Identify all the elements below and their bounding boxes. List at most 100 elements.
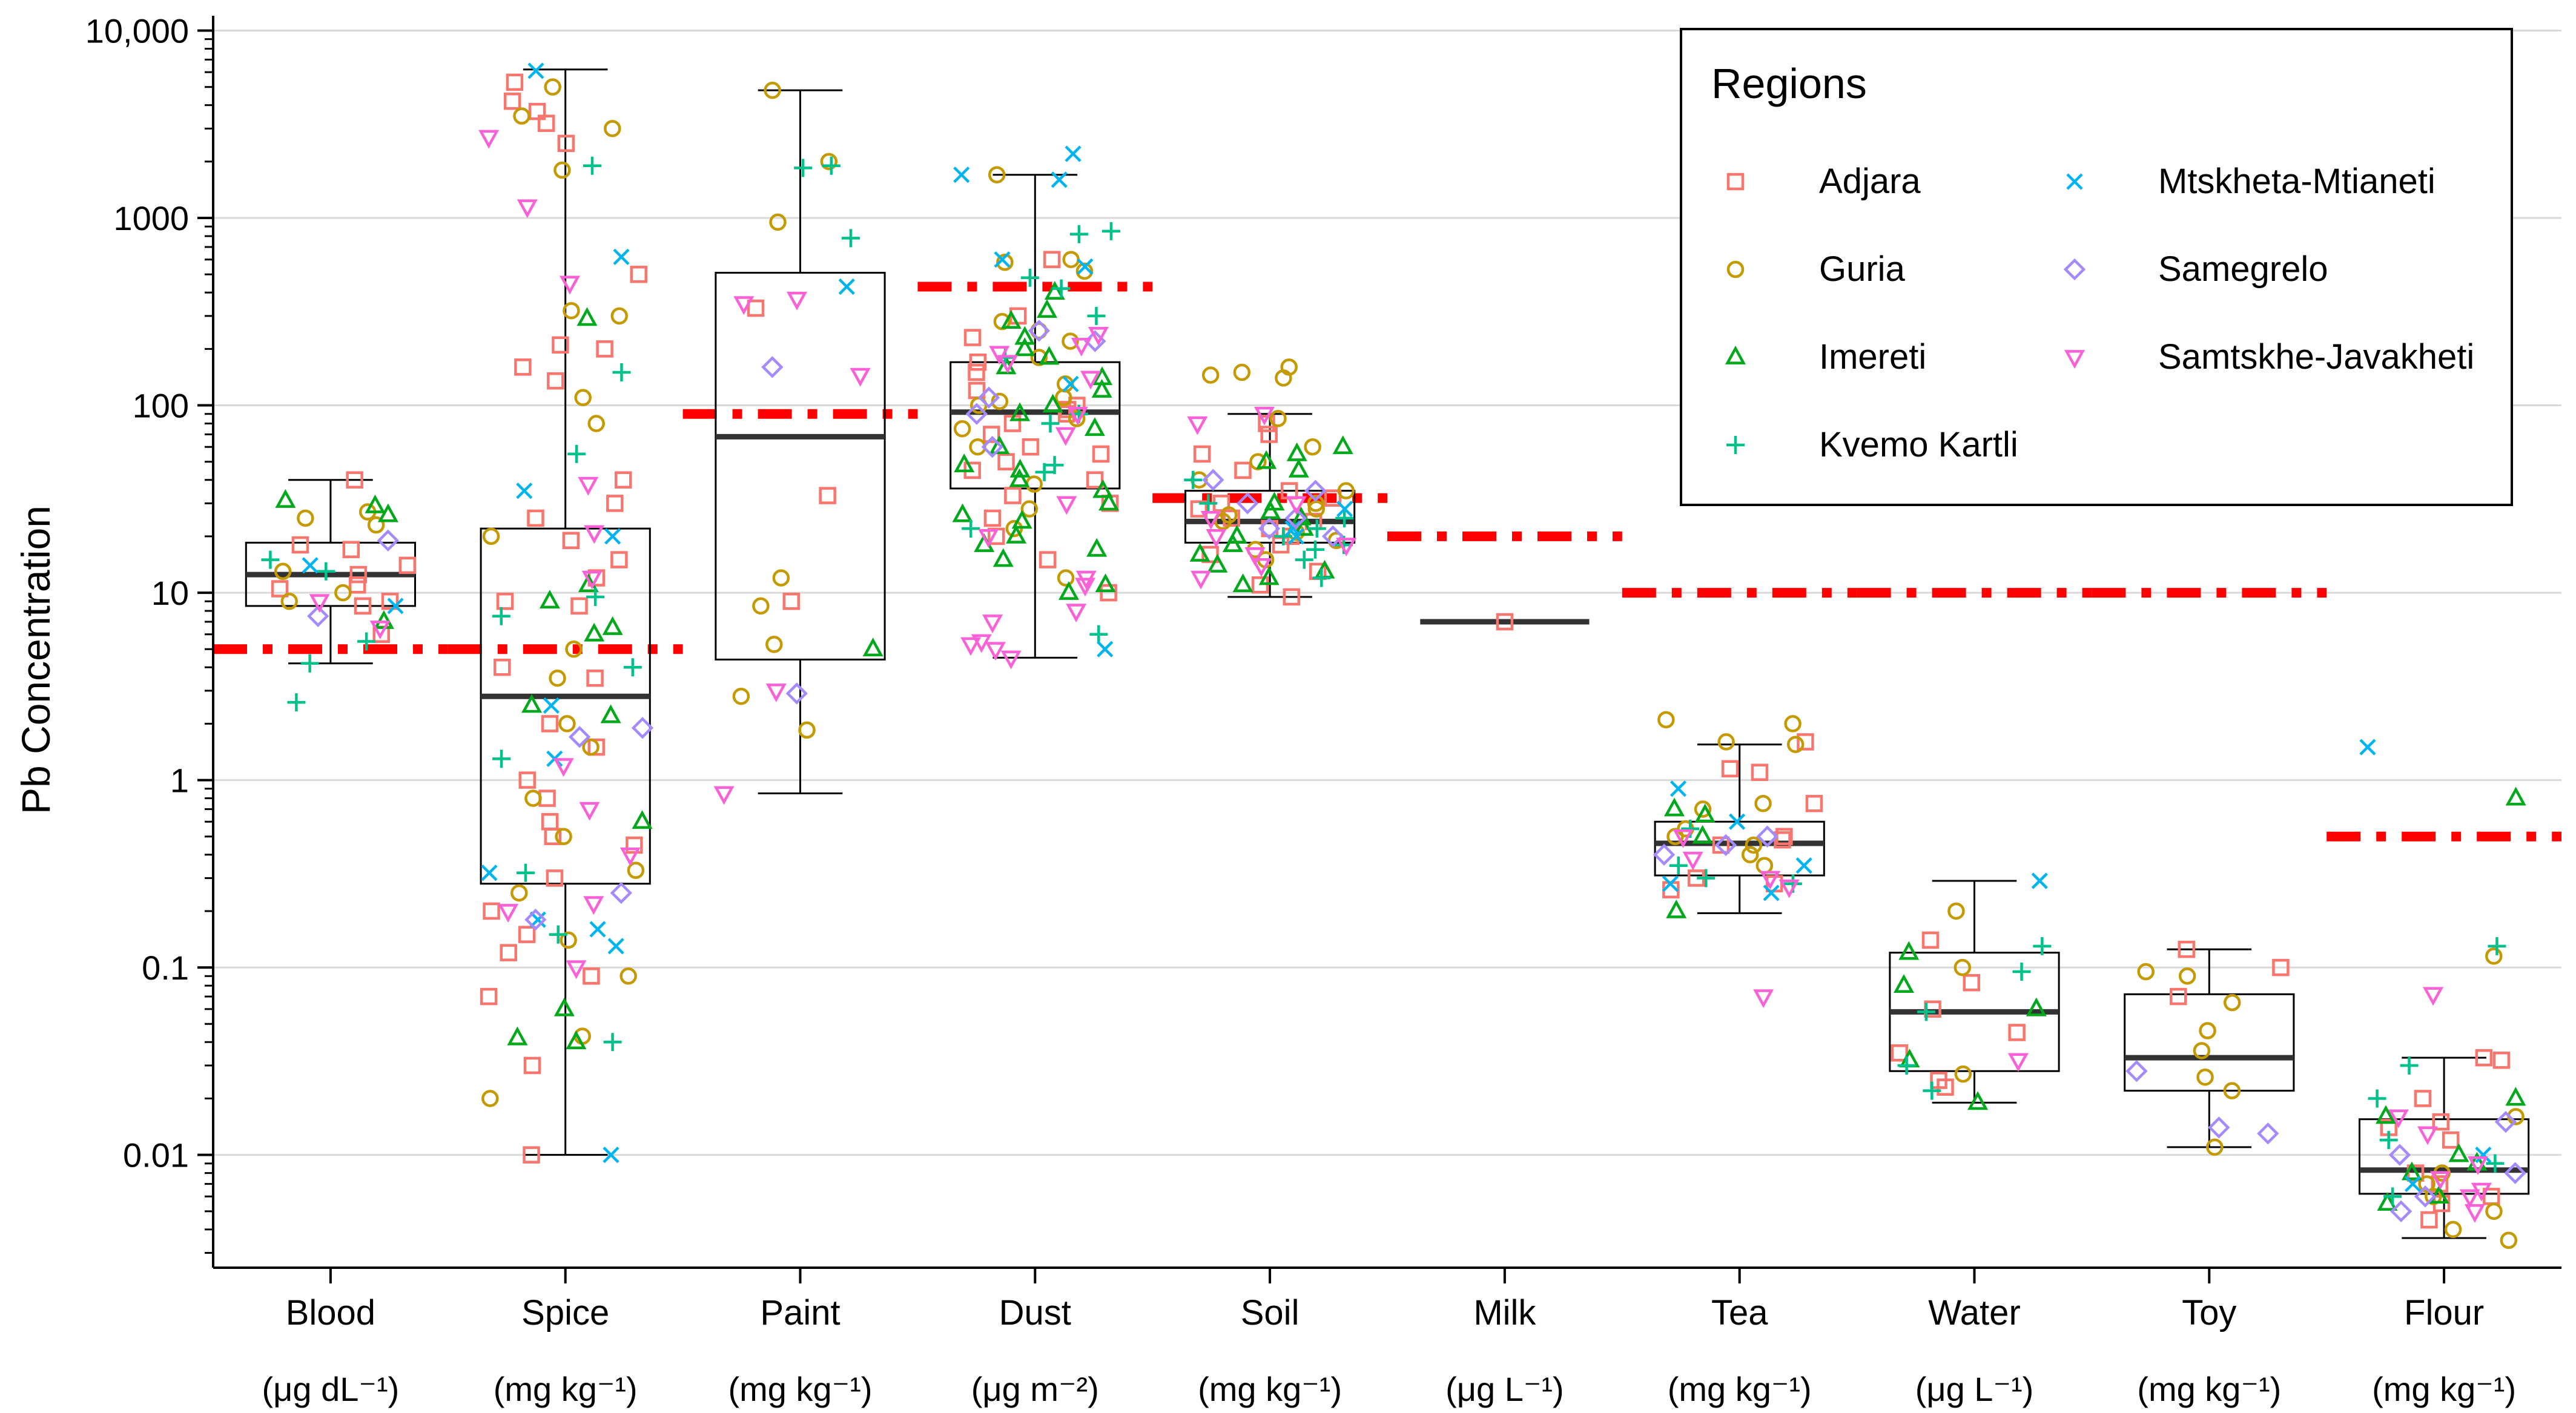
data-point-tea-guria <box>1784 715 1802 733</box>
data-point-flour-adjara <box>2420 1211 2438 1229</box>
data-point-soil-guria <box>1214 513 1232 530</box>
data-point-flour-guria <box>2425 1188 2442 1205</box>
data-point-soil-kvemo-kartli <box>1295 550 1313 569</box>
box-spice <box>480 527 651 885</box>
data-point-toy-samegrelo <box>2125 1060 2148 1082</box>
data-point-soil-samegrelo <box>1304 479 1327 502</box>
data-point-tea-guria <box>1666 828 1684 846</box>
legend-marker-imereti <box>1725 345 1746 364</box>
data-point-flour-kvemo-kartli <box>2383 1187 2402 1206</box>
data-point-spice-adjara <box>630 265 648 283</box>
data-point-dust-samegrelo <box>1028 320 1051 342</box>
data-point-dust-samtskhe-javakheti <box>989 346 1010 365</box>
data-point-flour-guria <box>2485 947 2503 965</box>
data-point-spice-imereti <box>576 307 598 326</box>
data-point-spice-kvemo-kartli <box>492 607 510 625</box>
data-point-blood-adjara <box>271 580 289 598</box>
data-point-tea-samtskhe-javakheti <box>1778 879 1800 898</box>
data-point-spice-kvemo-kartli <box>586 587 605 606</box>
data-point-flour-samegrelo <box>2389 1200 2413 1223</box>
data-point-dust-adjara <box>1039 551 1057 568</box>
data-point-spice-imereti <box>521 694 543 713</box>
x-unit-label-milk: (μg L⁻¹) <box>1445 1370 1564 1408</box>
data-point-dust-samtskhe-javakheti <box>1071 337 1092 357</box>
legend-label-samegrelo: Samegrelo <box>2158 249 2328 289</box>
data-point-paint-samtskhe-javakheti <box>713 786 735 805</box>
data-point-spice-adjara <box>557 134 575 153</box>
data-point-flour-imereti <box>2505 786 2526 806</box>
data-point-spice-mtskheta-mtianeti <box>603 1147 619 1164</box>
data-point-dust-samtskhe-javakheti <box>1066 604 1087 623</box>
data-point-toy-guria <box>2137 963 2155 981</box>
data-point-spice-adjara <box>570 597 588 615</box>
data-point-tea-samegrelo <box>1714 834 1737 857</box>
data-point-dust-guria <box>1020 500 1039 518</box>
data-point-spice-kvemo-kartli <box>603 1033 622 1052</box>
data-point-spice-adjara <box>496 592 514 610</box>
data-point-paint-guria <box>772 569 790 587</box>
legend-marker-mtskheta-mtianeti <box>2066 173 2083 190</box>
data-point-water-kvemo-kartli <box>2033 937 2052 955</box>
data-point-spice-guria <box>513 107 530 125</box>
data-point-soil-samegrelo <box>1258 517 1281 540</box>
data-point-spice-adjara <box>494 659 511 676</box>
data-point-spice-guria <box>565 641 583 658</box>
data-point-water-guria <box>1954 1065 1972 1083</box>
data-point-tea-mtskheta-mtianeti <box>1669 780 1687 797</box>
data-point-flour-samegrelo <box>2388 1144 2411 1166</box>
data-point-water-imereti <box>1967 1091 1989 1110</box>
data-point-spice-adjara <box>523 1146 540 1164</box>
x-category-label-water: Water <box>1928 1293 2021 1332</box>
data-point-soil-kvemo-kartli <box>1184 470 1203 489</box>
data-point-spice-adjara <box>506 73 524 91</box>
data-point-dust-samegrelo <box>981 436 1003 458</box>
data-point-spice-adjara <box>626 836 643 854</box>
data-point-dust-samtskhe-javakheti <box>1080 371 1101 390</box>
data-point-soil-samtskhe-javakheti <box>1244 547 1266 566</box>
data-point-water-adjara <box>1937 1078 1954 1096</box>
data-point-dust-samtskhe-javakheti <box>1000 650 1022 670</box>
data-point-spice-kvemo-kartli <box>516 863 535 882</box>
data-point-dust-imereti <box>1009 468 1030 487</box>
data-point-dust-guria <box>1030 349 1048 366</box>
data-point-spice-adjara <box>528 102 546 120</box>
legend-label-samtskhe-javakheti: Samtskhe-Javakheti <box>2158 337 2475 377</box>
data-point-soil-imereti <box>1286 442 1307 461</box>
data-point-blood-mtskheta-mtianeti <box>387 598 404 614</box>
x-unit-label-dust: (μg m⁻²) <box>971 1370 1099 1408</box>
data-point-spice-adjara <box>544 828 562 846</box>
data-point-spice-adjara <box>518 771 537 789</box>
data-point-spice-mtskheta-mtianeti <box>543 697 560 714</box>
data-point-spice-samtskhe-javakheti <box>478 130 500 149</box>
data-point-dust-imereti <box>1039 346 1060 365</box>
data-point-spice-adjara <box>615 471 632 489</box>
data-point-dust-adjara <box>1100 584 1117 602</box>
data-point-spice-samegrelo <box>631 717 654 739</box>
data-point-dust-samtskhe-javakheti <box>1056 496 1077 515</box>
data-point-flour-samegrelo <box>2494 1110 2517 1133</box>
data-point-toy-adjara <box>2178 940 2196 958</box>
data-point-water-adjara <box>1891 1044 1909 1062</box>
data-point-soil-guria <box>1201 366 1220 384</box>
data-point-tea-adjara <box>1721 760 1739 778</box>
data-point-spice-guria <box>482 527 500 545</box>
data-point-tea-samtskhe-javakheti <box>1753 989 1774 1009</box>
data-point-soil-guria <box>1307 500 1325 518</box>
data-point-water-kvemo-kartli <box>1897 1056 1916 1075</box>
data-point-spice-imereti <box>553 997 575 1016</box>
data-point-flour-samtskhe-javakheti <box>2467 1156 2488 1175</box>
data-point-dust-imereti <box>1058 581 1080 600</box>
data-point-dust-adjara <box>987 527 1005 545</box>
data-point-blood-adjara <box>346 471 363 489</box>
data-point-dust-adjara <box>1004 487 1022 504</box>
data-point-spice-kvemo-kartli <box>549 925 567 944</box>
data-point-dust-adjara <box>1022 438 1040 456</box>
legend-marker-guria <box>1726 260 1745 278</box>
legend-label-mtskheta-mtianeti: Mtskheta-Mtianeti <box>2158 162 2436 201</box>
data-point-spice-guria <box>510 884 528 902</box>
data-point-toy-adjara <box>2272 958 2290 977</box>
data-point-spice-kvemo-kartli <box>612 363 631 382</box>
data-point-spice-imereti <box>600 704 621 723</box>
legend-title: Regions <box>1711 60 1867 107</box>
